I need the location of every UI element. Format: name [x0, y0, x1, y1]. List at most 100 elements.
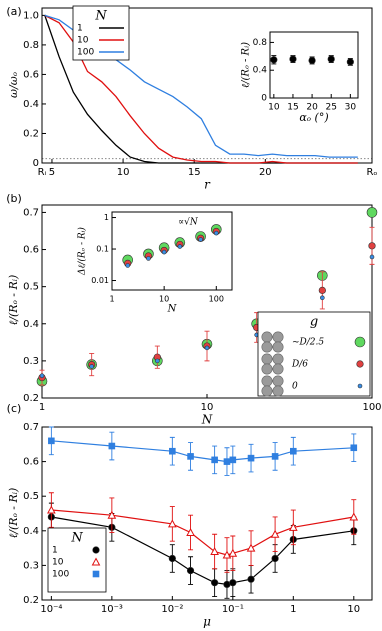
x-axis-label: μ	[203, 615, 211, 629]
marker	[187, 453, 194, 460]
y-tick-label: 0	[33, 158, 39, 169]
grain-icon	[272, 385, 284, 397]
marker	[289, 55, 297, 63]
legend-marker	[92, 546, 100, 554]
marker	[47, 505, 56, 514]
marker	[270, 529, 280, 538]
marker	[125, 263, 130, 268]
legend-label: 1	[52, 546, 58, 556]
x-axis-label: αₒ (°)	[299, 111, 328, 124]
legend-marker	[354, 336, 366, 348]
grain-icon	[272, 363, 284, 375]
marker	[186, 566, 195, 575]
marker	[210, 547, 219, 556]
x-tick-label: 10⁻⁴	[40, 604, 62, 615]
x-tick-label: 5	[49, 167, 55, 178]
marker	[247, 575, 255, 583]
marker	[349, 512, 359, 521]
legend-box	[72, 5, 130, 61]
y-tick-label: 0.4	[23, 319, 39, 330]
y-tick-label: 0.1	[96, 245, 109, 254]
marker	[229, 456, 237, 464]
x-tick-label: Rₒ	[366, 167, 377, 178]
y-tick-label: 0.2	[23, 595, 39, 606]
x-axis-label: N	[167, 304, 178, 315]
y-axis-label: ℓ/(Rₒ - Rᵢ)	[7, 488, 20, 539]
grain-icon	[272, 353, 284, 365]
x-tick-label: 20	[306, 103, 318, 113]
marker	[369, 254, 375, 260]
legend-marker	[356, 360, 364, 368]
y-axis-label: ℓ/(Rₒ - Rᵢ)	[241, 42, 252, 88]
marker	[270, 56, 278, 64]
x-tick-label: 20	[259, 167, 272, 178]
y-tick-label: 0.6	[23, 457, 39, 468]
x-tick-label: 10⁻²	[161, 604, 183, 615]
x-tick-label: 10⁻³	[101, 604, 123, 615]
x-tick-label: 30	[345, 103, 357, 113]
x-tick-label: 10⁻¹	[222, 604, 244, 615]
grain-icon	[261, 375, 273, 387]
x-tick-label: 1	[290, 604, 296, 615]
y-axis-label: ℓ/(Rₒ - Rᵢ)	[7, 275, 20, 326]
y-tick-label: 0.2	[23, 128, 39, 139]
legend-marker	[91, 557, 101, 566]
legend-label: D/6	[291, 360, 308, 370]
marker	[169, 447, 176, 455]
marker	[155, 358, 160, 364]
marker	[350, 444, 358, 452]
marker	[211, 456, 218, 464]
legend-title: g	[310, 315, 318, 330]
y-tick-label: 1	[104, 213, 109, 222]
plot-frame	[111, 211, 233, 291]
legend-label: 10	[77, 36, 89, 46]
legend-label: 1	[77, 24, 83, 34]
y-tick-label: 0.6	[23, 69, 39, 80]
x-tick-label: 10	[117, 167, 130, 178]
x-axis-label: r	[204, 178, 211, 192]
x-tick-label: 10	[201, 402, 214, 413]
x-axis-label: N	[201, 413, 213, 427]
legend-marker	[92, 570, 100, 578]
marker	[271, 453, 279, 460]
y-axis-label: Δℓ/(Rₒ - Rᵢ)	[77, 227, 88, 276]
y-tick-label: 0.8	[23, 40, 39, 51]
y-tick-label: 0.3	[23, 560, 39, 571]
legend-label: 10	[52, 558, 64, 568]
legend-title: N	[94, 9, 107, 24]
marker	[198, 237, 203, 242]
grain-icon	[261, 353, 273, 365]
plot-frame	[269, 31, 359, 99]
y-axis-label: ω/ωₒ	[7, 72, 20, 98]
marker	[108, 442, 116, 450]
y-tick-label: 0.7	[23, 422, 39, 433]
grain-icon	[272, 331, 284, 343]
x-tick-label: 1	[39, 402, 45, 413]
marker	[320, 295, 325, 301]
x-tick-label: 10	[347, 604, 360, 615]
grain-icon	[261, 385, 273, 397]
legend-label: 0	[292, 382, 298, 392]
marker	[204, 345, 210, 351]
y-tick-label: 0.3	[23, 356, 39, 367]
grain-icon	[261, 341, 273, 353]
legend-title: N	[70, 531, 83, 546]
y-tick-label: 0.4	[23, 526, 39, 537]
marker	[39, 373, 45, 379]
marker	[89, 364, 94, 369]
line	[51, 440, 354, 463]
x-tick-label: Rᵢ	[38, 167, 47, 178]
panel-label: (c)	[7, 402, 22, 415]
y-tick-label: 0	[261, 94, 267, 104]
marker	[168, 554, 176, 563]
marker	[368, 242, 376, 250]
grain-icon	[261, 331, 273, 343]
marker	[346, 58, 354, 66]
marker	[146, 256, 151, 261]
marker	[214, 230, 219, 236]
marker	[168, 519, 177, 528]
y-tick-label: 0.6	[23, 245, 39, 256]
y-tick-label: 0.5	[23, 491, 39, 502]
